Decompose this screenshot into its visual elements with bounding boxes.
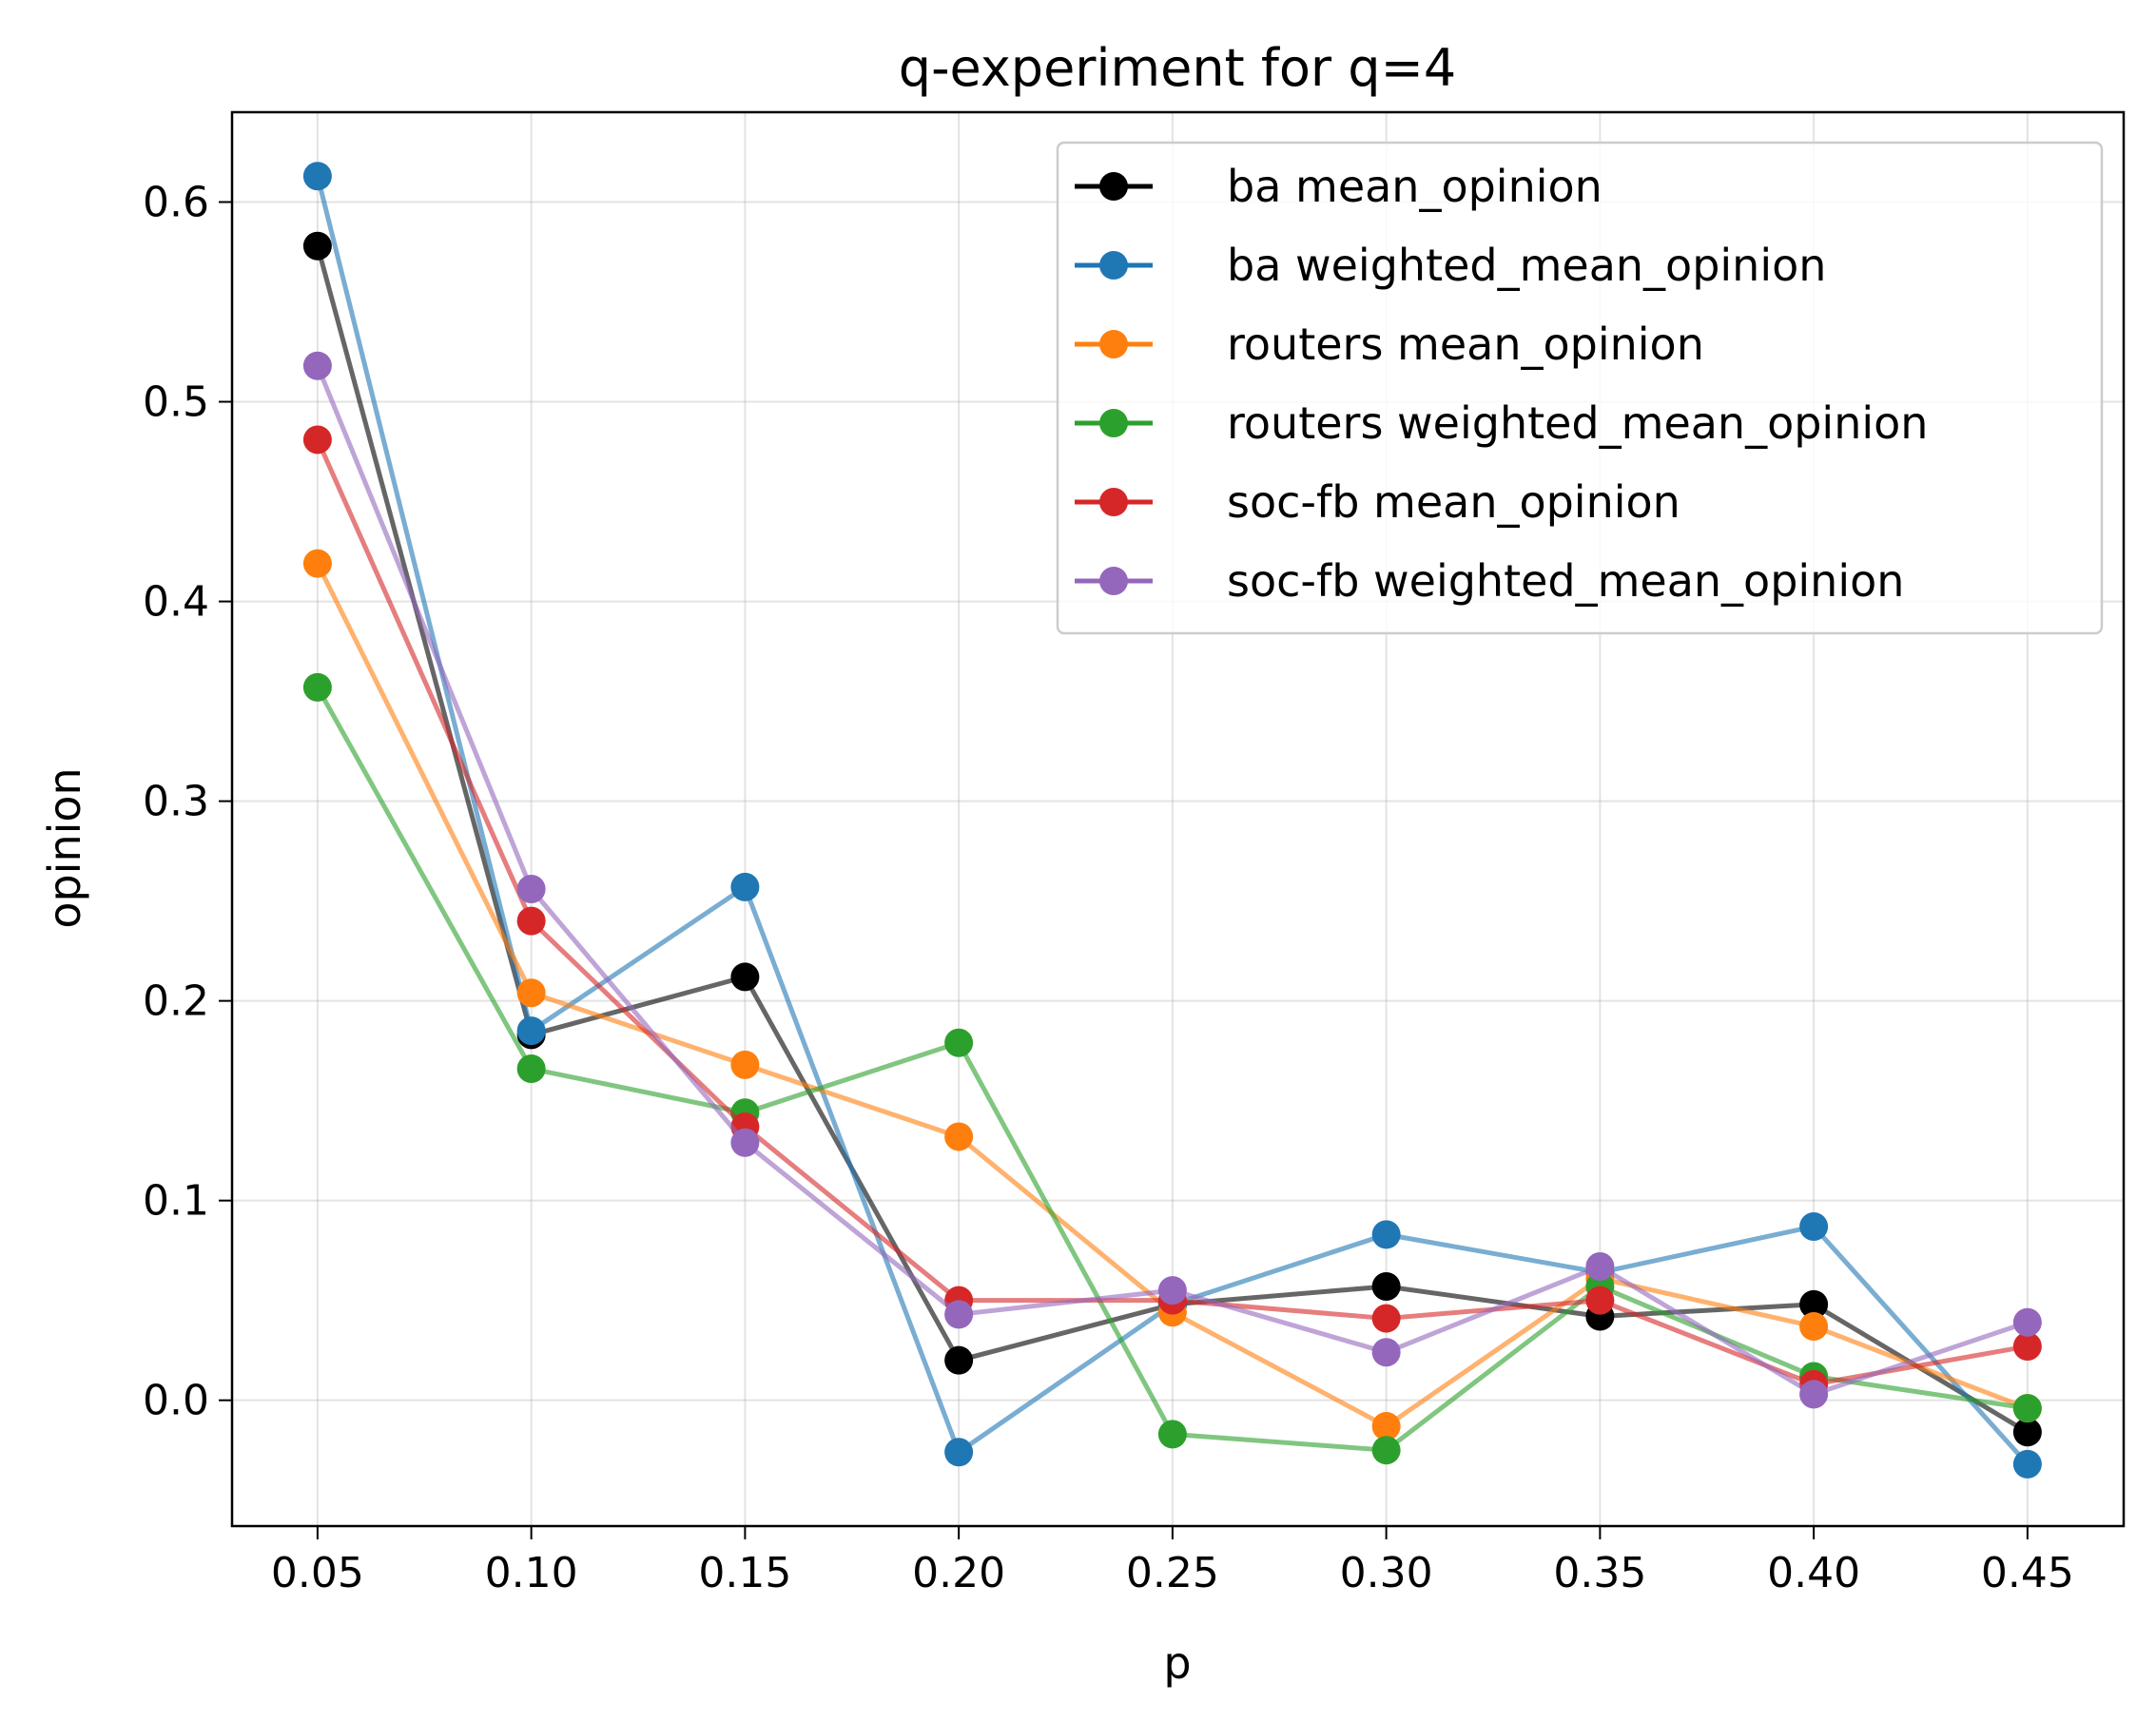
- y-axis-title: opinion: [39, 767, 90, 928]
- legend-label: routers weighted_mean_opinion: [1227, 397, 1928, 449]
- series-layer: [302, 162, 2042, 1479]
- legend-label: soc-fb weighted_mean_opinion: [1227, 555, 1904, 607]
- x-axis-title: p: [1163, 1637, 1191, 1689]
- x-tick-label: 0.20: [912, 1549, 1005, 1597]
- legend-marker: [1099, 251, 1128, 280]
- data-point: [516, 1054, 546, 1084]
- data-point: [944, 1438, 974, 1467]
- legend-item: routers weighted_mean_opinion: [1075, 397, 1928, 449]
- data-point: [2012, 1307, 2042, 1337]
- data-point: [1371, 1271, 1401, 1301]
- legend-item: routers mean_opinion: [1075, 319, 1704, 370]
- y-tick-label: 0.6: [143, 179, 209, 227]
- series-5: [302, 351, 2042, 1409]
- legend-marker: [1099, 567, 1128, 595]
- legend-label: soc-fb mean_opinion: [1227, 476, 1680, 528]
- data-point: [1585, 1251, 1615, 1281]
- x-tick-label: 0.30: [1340, 1549, 1433, 1597]
- legend-item: soc-fb mean_opinion: [1075, 476, 1680, 528]
- data-point: [1371, 1436, 1401, 1465]
- data-point: [516, 1016, 546, 1046]
- legend-marker: [1099, 488, 1128, 516]
- data-point: [2012, 1394, 2042, 1423]
- legend-box: [1056, 141, 2104, 635]
- data-point: [1371, 1411, 1401, 1441]
- plot-frame: [230, 110, 2126, 1528]
- data-point: [944, 1028, 974, 1057]
- data-point: [944, 1345, 974, 1375]
- chart-title: q-experiment for q=4: [899, 38, 1456, 98]
- data-point: [730, 872, 760, 901]
- legend-item: ba mean_opinion: [1075, 161, 1602, 212]
- legend-marker: [1099, 172, 1128, 201]
- data-point: [944, 1300, 974, 1329]
- data-point: [1799, 1311, 1829, 1341]
- data-point: [1371, 1220, 1401, 1249]
- legend-label: routers mean_opinion: [1227, 319, 1704, 370]
- y-tick-label: 0.5: [143, 378, 209, 427]
- data-point: [1799, 1380, 1829, 1409]
- legend-item: soc-fb weighted_mean_opinion: [1075, 555, 1904, 607]
- y-tick-label: 0.4: [143, 578, 209, 627]
- data-point: [730, 962, 760, 992]
- data-point: [1371, 1304, 1401, 1333]
- x-tick-label: 0.35: [1553, 1549, 1646, 1597]
- x-tick-label: 0.45: [1981, 1549, 2074, 1597]
- data-point: [1585, 1286, 1615, 1315]
- x-tick-label: 0.10: [485, 1549, 578, 1597]
- data-point: [516, 978, 546, 1008]
- data-point: [516, 875, 546, 904]
- y-tick-label: 0.1: [143, 1177, 209, 1226]
- y-tick-label: 0.2: [143, 977, 209, 1026]
- legend-marker: [1099, 409, 1128, 437]
- data-point: [1157, 1276, 1187, 1305]
- y-tick-label: 0.3: [143, 778, 209, 826]
- data-point: [302, 162, 332, 191]
- legend-marker: [1099, 330, 1128, 358]
- data-point: [730, 1128, 760, 1157]
- data-point: [1799, 1289, 1829, 1319]
- data-point: [944, 1122, 974, 1151]
- legend-item: ba weighted_mean_opinion: [1075, 240, 1826, 291]
- y-tick-label: 0.0: [143, 1377, 209, 1425]
- x-tick-label: 0.25: [1126, 1549, 1219, 1597]
- data-point: [302, 672, 332, 702]
- data-point: [2012, 1418, 2042, 1447]
- x-tick-label: 0.15: [698, 1549, 791, 1597]
- ticks: 0.05 0.10 0.15 0.20 0.25 0.30 0.35 0.40 0.45 0.0 0…: [143, 179, 2074, 1597]
- data-point: [516, 906, 546, 936]
- data-point: [2012, 1331, 2042, 1361]
- data-point: [302, 231, 332, 261]
- data-point: [302, 351, 332, 380]
- legend-label: ba mean_opinion: [1227, 161, 1602, 212]
- data-point: [302, 549, 332, 578]
- data-point: [730, 1050, 760, 1079]
- x-tick-label: 0.40: [1767, 1549, 1860, 1597]
- data-point: [1799, 1211, 1829, 1241]
- data-point: [302, 425, 332, 454]
- legend-label: ba weighted_mean_opinion: [1227, 240, 1826, 291]
- data-point: [1371, 1338, 1401, 1367]
- data-point: [2012, 1449, 2042, 1479]
- data-point: [1157, 1420, 1187, 1449]
- x-tick-label: 0.05: [271, 1549, 364, 1597]
